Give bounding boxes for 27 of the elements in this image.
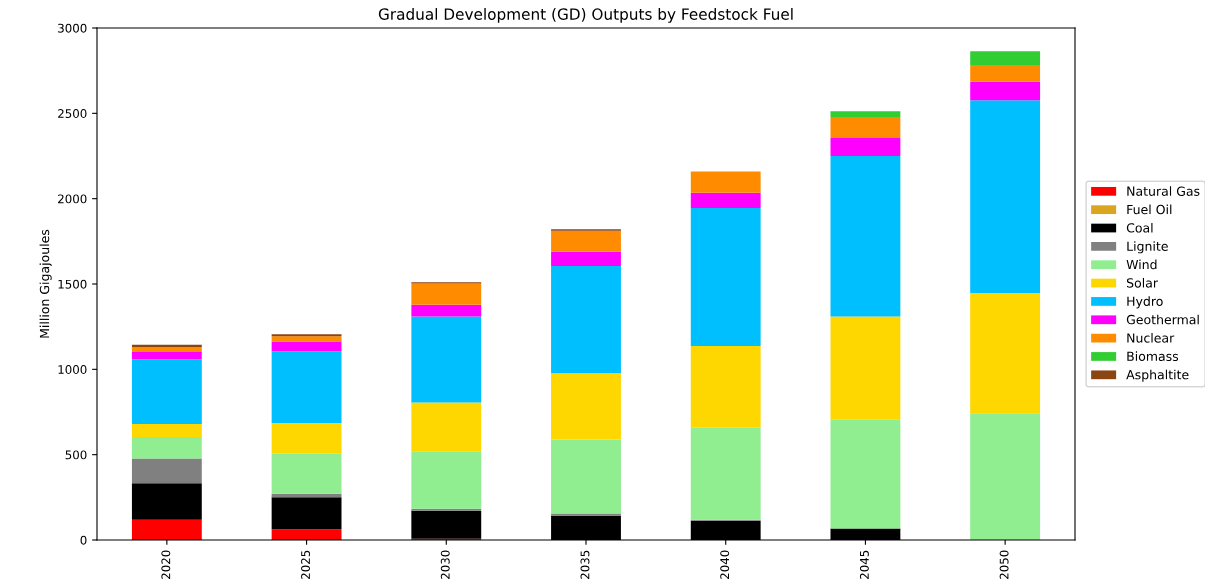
x-tick-label: 2050 [999,550,1009,579]
y-tick-label: 2500 [58,109,87,118]
x-tick-label: 2030 [440,550,450,579]
legend-label: Geothermal [1126,314,1199,325]
x-tick-label: 2045 [859,550,869,579]
legend-label: Asphaltite [1126,369,1189,382]
chart-title: Gradual Development (GD) Outputs by Feedstock Fuel [378,8,793,23]
x-tick-label: 2040 [720,550,730,579]
y-tick-label: 0 [80,535,87,545]
y-tick-label: 2000 [58,194,87,204]
x-tick-label: 2025 [301,550,310,579]
legend-label: Biomass [1127,351,1179,362]
x-tick-label: 2035 [580,550,590,579]
legend-label: Lignite [1127,241,1168,254]
legend-label: Solar [1126,277,1158,288]
y-tick-label: 1000 [58,365,87,374]
legend-label: Wind [1126,259,1157,270]
y-tick-label: 1500 [58,279,87,289]
y-tick-label: 500 [65,450,87,460]
legend-label: Hydro [1127,296,1163,309]
y-tick-label: 3000 [58,23,87,33]
x-tick-label: 2020 [161,550,171,579]
legend-label: Fuel Oil [1127,204,1172,215]
y-axis-title: Million Gigajoules [39,229,52,338]
legend-label: Nuclear [1127,332,1175,343]
legend-label: Coal [1126,222,1153,233]
legend-label: Natural Gas [1127,186,1200,196]
